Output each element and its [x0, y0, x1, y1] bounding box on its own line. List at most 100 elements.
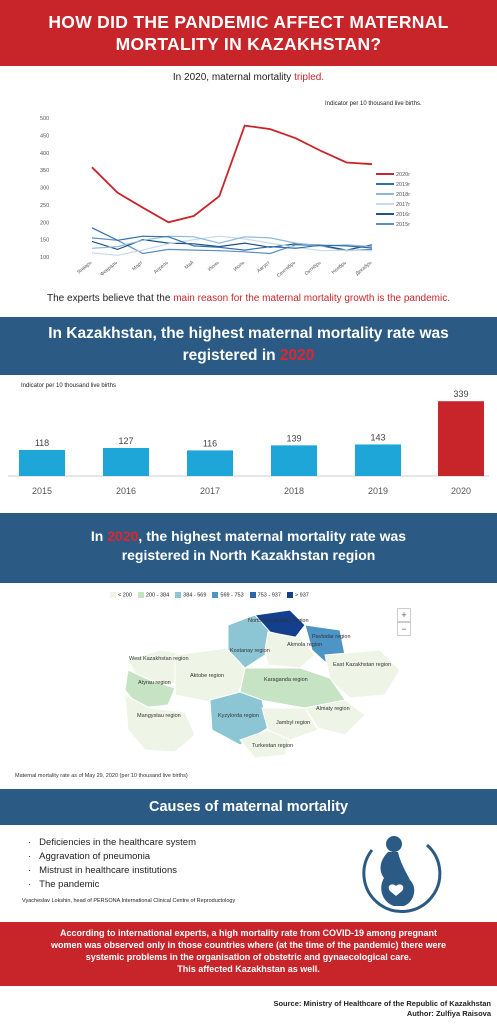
region-atyrau-shape: [124, 669, 176, 709]
region-label-turkestan: Turkestan region: [252, 743, 293, 749]
annual-banner-text: registered in: [182, 347, 280, 364]
kazakhstan-region-map: North Kazakhstan region Pavlodar region …: [124, 609, 401, 759]
map-legend: < 200 200 - 384 384 - 569 569 - 753 753 - 93…: [110, 592, 309, 598]
y-tick-label: 500: [40, 116, 49, 122]
y-tick-label: 450: [40, 133, 49, 139]
series-line-2020г: [91, 124, 373, 224]
zoom-out-button[interactable]: −: [397, 622, 411, 636]
region-akmola-shape: [264, 631, 316, 669]
region-label-wk: West Kazakhstan region: [129, 656, 189, 662]
x-tick-label: 2017: [200, 486, 220, 496]
causes-title: Causes of maternal mortality: [148, 799, 349, 815]
region-label-karaganda: Karaganda region: [264, 677, 308, 683]
bar-value-label: 116: [203, 438, 217, 448]
y-tick-label: 100: [40, 255, 49, 261]
expert-text: The experts believe that the: [47, 293, 174, 304]
title-line-1: HOW DID THE PANDEMIC AFFECT MATERNAL: [48, 12, 449, 32]
x-tick-label: Июль: [232, 260, 246, 273]
region-label-mangystau: Mangystau region: [137, 713, 181, 719]
x-tick-label: 2018: [284, 486, 304, 496]
indicator-annual: Indicator per 10 thousand live births: [21, 383, 117, 389]
bar-2019: [355, 444, 401, 476]
legend-item: < 200: [110, 592, 132, 598]
legend-label: 2015г: [396, 222, 410, 228]
subtitle: In 2020, maternal mortality tripled.: [0, 72, 497, 83]
x-tick-label: Май: [183, 259, 195, 271]
x-tick-label: Август: [256, 259, 272, 274]
conclusion-line-2: women was observed only in those countri…: [50, 940, 447, 950]
source-credit: Source: Ministry of Healthcare of the Re…: [273, 999, 491, 1019]
region-label-kostanay: Kostanay region: [230, 648, 270, 654]
legend-swatch: [212, 592, 219, 598]
y-tick-label: 250: [40, 203, 49, 209]
x-tick-label: Сентябрь: [276, 260, 297, 279]
x-tick-label: Ноябрь: [331, 260, 348, 276]
header-banner: HOW DID THE PANDEMIC AFFECT MATERNAL MOR…: [0, 0, 497, 66]
region-banner-year: 2020: [107, 528, 139, 544]
x-tick-label: Февраль: [99, 260, 119, 278]
bar-value-label: 118: [35, 438, 49, 448]
legend-swatch: [110, 592, 116, 598]
x-tick-label: Октябрь: [304, 260, 323, 277]
legend-label: 2019г: [396, 182, 410, 188]
region-banner-prefix: In: [90, 528, 108, 544]
legend-label: 384 - 569: [183, 592, 207, 599]
region-jambyl-shape: [261, 707, 319, 741]
x-tick-label: 2019: [368, 486, 388, 496]
legend-label: 569 - 753: [220, 592, 244, 599]
author-line: Author: Zulfiya Raisova: [406, 1009, 491, 1018]
bar-value-label: 143: [370, 432, 385, 442]
region-label-akmola: Akmola region: [287, 642, 322, 648]
region-label-jambyl: Jambyl region: [276, 720, 310, 726]
region-label-aktobe: Aktobe region: [190, 673, 224, 679]
y-tick-label: 300: [40, 186, 49, 192]
legend-item: 384 - 569: [175, 592, 206, 598]
causes-banner: Causes of maternal mortality: [0, 789, 497, 825]
x-tick-label: Июнь: [207, 260, 221, 273]
legend-label: 200 - 384: [145, 592, 170, 599]
annual-banner-line-2: registered in 2020: [0, 345, 497, 367]
legend-label: 753 - 937: [257, 592, 281, 599]
bar-value-label: 127: [118, 436, 133, 446]
bar-value-label: 139: [286, 433, 301, 443]
bar-2017: [187, 450, 233, 476]
region-label-atyrau: Atyrau region: [138, 680, 171, 686]
x-tick-label: Март: [131, 259, 145, 272]
title-line-2: MORTALITY IN KAZAKHSTAN?: [115, 34, 382, 54]
region-label-ek: East Kazakhstan region: [333, 662, 391, 668]
x-tick-label: 2016: [116, 486, 136, 496]
region-label-almaty: Almaty region: [316, 706, 350, 712]
conclusion-line-3: systemic problems in the organisation of…: [85, 952, 412, 962]
bar-value-label: 339: [453, 389, 468, 399]
expert-note: The experts believe that the main reason…: [0, 293, 497, 304]
region-label-pavlodar: Pavlodar region: [312, 634, 351, 640]
list-item: Mistrust in healthcare institutions: [28, 864, 196, 878]
region-label-north: North Kazakhstan region: [248, 618, 309, 624]
bar-2020: [438, 401, 484, 476]
list-item: Deficiencies in the healthcare system: [28, 836, 196, 850]
map-note: Maternal mortality rate as of May 29, 20…: [15, 773, 188, 779]
legend-item: 753 - 937: [249, 592, 281, 599]
legend-label: > 937: [294, 592, 309, 599]
x-tick-label: 2015: [32, 486, 52, 496]
annual-section-banner: In Kazakhstan, the highest maternal mort…: [0, 317, 497, 375]
legend-item: > 937: [286, 592, 309, 599]
legend-label: 2017г: [396, 202, 410, 208]
legend-item: 200 - 384: [137, 592, 170, 599]
x-tick-label: 2020: [451, 486, 471, 496]
causes-list: Deficiencies in the healthcare system Ag…: [28, 836, 196, 892]
region-section-banner: In 2020, the highest maternal mortality …: [0, 513, 497, 583]
conclusion-line-1: According to international experts, a hi…: [59, 928, 438, 938]
list-item: Aggravation of pneumonia: [28, 850, 196, 864]
legend-label: 2018г: [396, 192, 410, 198]
region-turkestan-shape: [239, 729, 291, 759]
zoom-in-button[interactable]: +: [397, 608, 411, 622]
subtitle-highlight: tripled.: [294, 72, 325, 83]
legend-label: < 200: [118, 592, 132, 599]
y-tick-label: 200: [40, 220, 49, 226]
expert-quote: Vyacheslav Lokshin, head of PERSONA Inte…: [22, 898, 236, 904]
region-banner-text: , the highest maternal mortality rate wa…: [138, 528, 407, 544]
expert-highlight: main reason for the maternal mortality g…: [173, 293, 450, 304]
annual-bar-chart: 118 2015 127 2016 116 2017 139 2018 143 2019 339 20…: [8, 389, 489, 496]
subtitle-text: In 2020, maternal mortality: [172, 72, 295, 83]
